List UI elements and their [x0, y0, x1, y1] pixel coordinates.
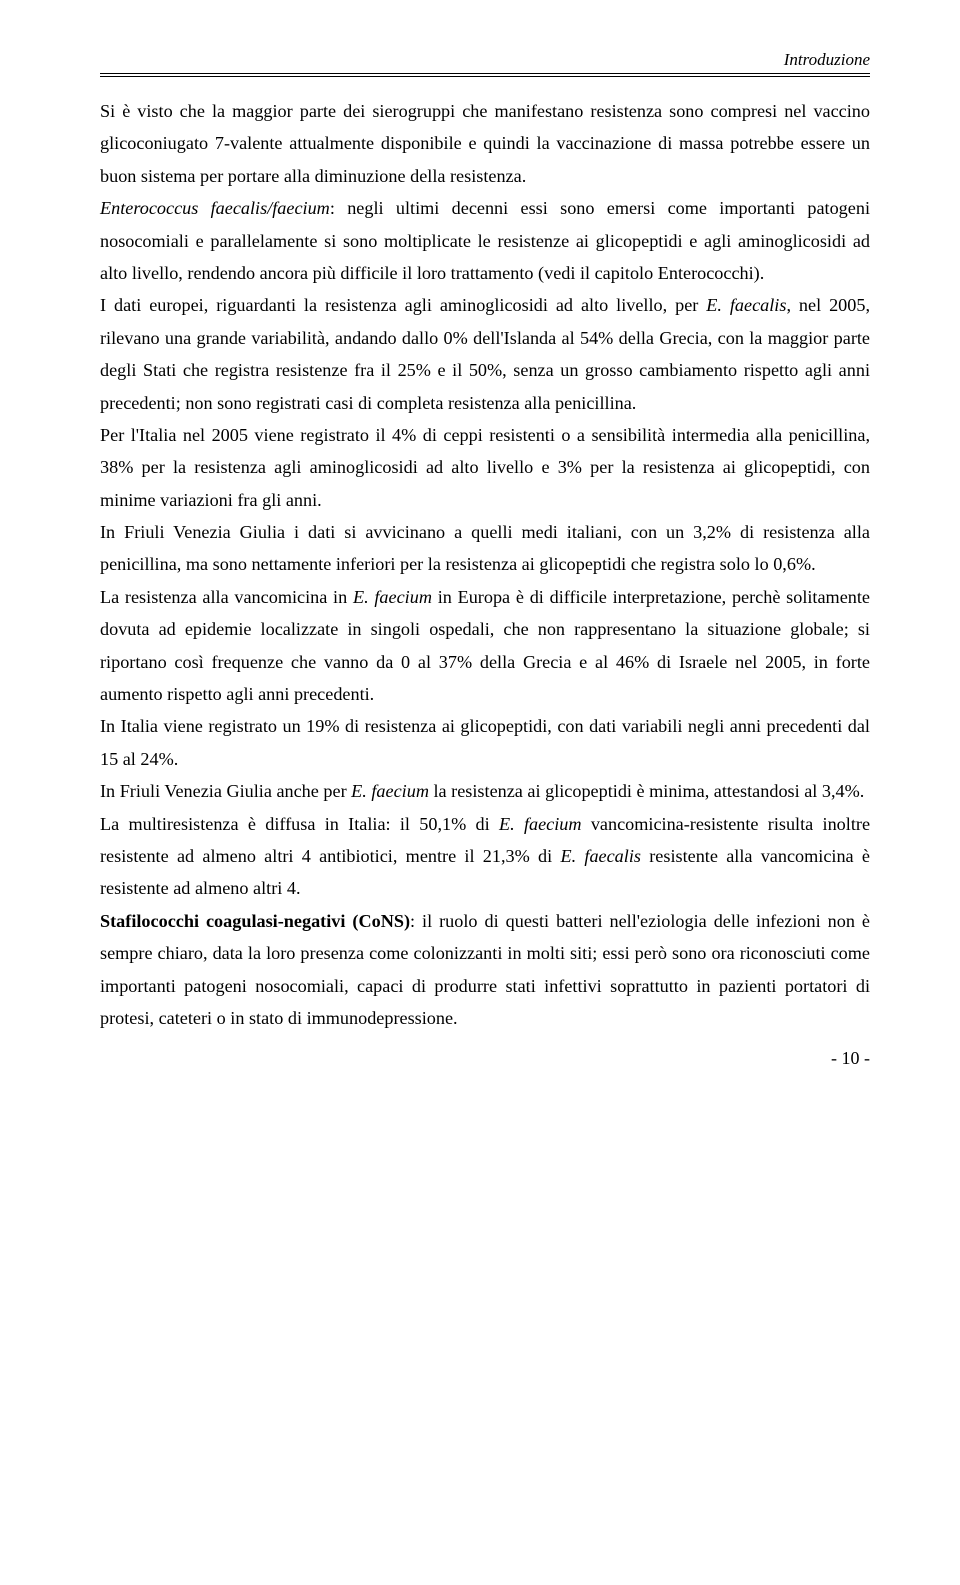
paragraph-6-a: La resistenza alla vancomicina in	[100, 587, 353, 607]
paragraph-9-a: La multiresistenza è diffusa in Italia: …	[100, 814, 499, 834]
species-efaecalis-2: E. faecalis	[560, 846, 641, 866]
species-enterococcus: Enterococcus faecalis/faecium	[100, 198, 330, 218]
paragraph-10: Stafilococchi coagulasi-negativi (CoNS):…	[100, 905, 870, 1035]
paragraph-7: In Italia viene registrato un 19% di res…	[100, 710, 870, 775]
paragraph-9: La multiresistenza è diffusa in Italia: …	[100, 808, 870, 905]
document-page: Introduzione Si è visto che la maggior p…	[0, 0, 960, 1109]
species-efaecium-3: E. faecium	[499, 814, 582, 834]
paragraph-4: Per l'Italia nel 2005 viene registrato i…	[100, 419, 870, 516]
paragraph-6: La resistenza alla vancomicina in E. fae…	[100, 581, 870, 711]
paragraph-5: In Friuli Venezia Giulia i dati si avvic…	[100, 516, 870, 581]
species-efaecium-1: E. faecium	[353, 587, 432, 607]
paragraph-8: In Friuli Venezia Giulia anche per E. fa…	[100, 775, 870, 807]
header-rule-bottom	[100, 76, 870, 77]
paragraph-2: Enterococcus faecalis/faecium: negli ult…	[100, 192, 870, 289]
paragraph-8-b: la resistenza ai glicopeptidi è minima, …	[429, 781, 864, 801]
paragraph-3-a: I dati europei, riguardanti la resistenz…	[100, 295, 706, 315]
header-section-label: Introduzione	[100, 50, 870, 70]
species-efaecium-2: E. faecium	[351, 781, 429, 801]
paragraph-8-a: In Friuli Venezia Giulia anche per	[100, 781, 351, 801]
header-rule-top	[100, 73, 870, 74]
paragraph-1: Si è visto che la maggior parte dei sier…	[100, 95, 870, 192]
body-text: Si è visto che la maggior parte dei sier…	[100, 95, 870, 1034]
paragraph-3: I dati europei, riguardanti la resistenz…	[100, 289, 870, 419]
cons-heading: Stafilococchi coagulasi-negativi (CoNS)	[100, 911, 410, 931]
species-efaecalis-1: E. faecalis	[706, 295, 786, 315]
page-number: - 10 -	[100, 1048, 870, 1069]
